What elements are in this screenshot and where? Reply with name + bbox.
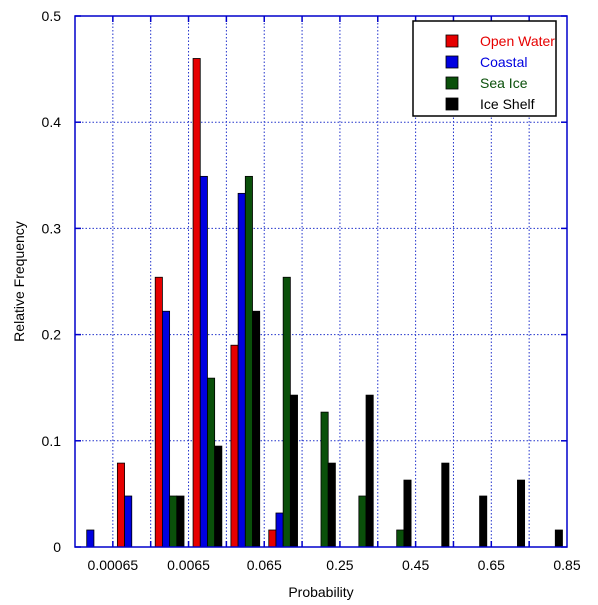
bar [199,175,208,548]
y-tick-label: 0.3 [42,220,62,236]
bar [268,529,277,548]
x-tick-label: 0.065 [247,557,282,573]
bars [86,58,563,548]
x-tick-label: 0.25 [326,557,353,573]
bar [327,462,336,548]
bar [365,394,374,548]
x-tick-label: 0.00065 [88,557,139,573]
bar [244,175,253,548]
x-axis-ticks: 0.00065 0.0065 0.065 0.25 0.45 0.65 0.85 [88,16,581,573]
bar [441,462,450,548]
bar [358,495,367,548]
bar [154,276,163,548]
y-axis-ticks: 0 0.1 0.2 0.3 0.4 0.5 [42,8,567,555]
bar [396,529,405,548]
bar [86,529,95,548]
legend-box [412,20,557,117]
bar [124,495,133,548]
x-tick-label: 0.45 [402,557,429,573]
bar [207,377,216,548]
bar [320,411,329,548]
bar [162,310,171,548]
legend-label: Coastal [480,54,527,70]
legend-label: Ice Shelf [480,96,535,112]
legend-label: Sea Ice [480,75,528,91]
bar [176,495,185,548]
legend-label: Open Water [480,33,555,49]
bar [116,462,125,548]
y-axis-title: Relative Frequency [11,221,27,342]
y-tick-label: 0.5 [42,8,62,24]
x-axis-title: Probability [288,584,353,600]
bar [192,58,201,548]
y-tick-label: 0.4 [42,114,62,130]
bar [403,479,412,548]
bar [282,276,291,548]
legend-swatch [445,55,459,69]
legend-swatch [445,97,459,111]
bar [479,495,488,548]
x-tick-label: 0.0065 [167,557,210,573]
x-tick-label: 0.65 [478,557,505,573]
y-tick-label: 0.1 [42,433,62,449]
bar [237,192,246,548]
x-tick-label: 0.85 [553,557,580,573]
legend-swatch [445,76,459,90]
legend: Open Water Coastal Sea Ice Ice Shelf [412,20,557,117]
bar [289,394,298,548]
bar [169,495,178,548]
y-tick-label: 0 [53,539,61,555]
y-tick-label: 0.2 [42,327,62,343]
bar [230,344,239,548]
bar [517,479,526,548]
bar [275,512,284,548]
bar [214,445,223,548]
legend-swatch [445,34,459,48]
bar [252,310,261,548]
plot-frame [74,15,568,548]
bar [554,529,563,548]
